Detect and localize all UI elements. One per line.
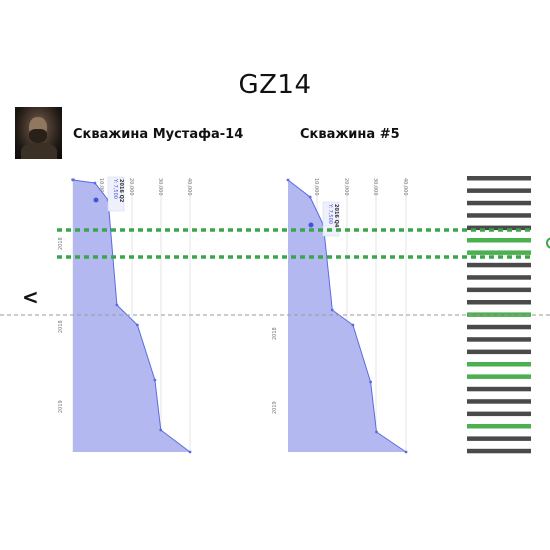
x-tick-label: 40,000 [186,178,192,196]
x-tick-label: 10,000 [313,178,319,196]
y-tick-label: 2019 [58,400,64,413]
data-point [369,380,372,384]
layer-band [467,287,531,293]
data-point [351,323,355,327]
data-point [93,181,97,185]
data-point [135,323,139,327]
tooltip-point [308,222,314,228]
layer-band [467,424,531,429]
layer-band [467,225,531,231]
data-point [71,178,75,182]
data-point [330,308,334,312]
layer-band [467,386,531,392]
layer-band [467,188,531,193]
area-line [72,179,191,453]
tooltip-period: 2016 Q4 [333,204,339,228]
data-point [188,450,192,454]
well-title-mustafa-14[interactable]: Скважина Мустафа-14 [73,127,244,142]
y-tick-label: 2018 [58,320,64,333]
tooltip-period: 2016 Q2 [118,179,124,203]
avatar[interactable] [15,107,62,159]
x-tick-label: 0 [69,178,75,181]
data-point [153,378,157,382]
data-point [286,178,290,182]
layer-band [467,312,531,317]
area-fill [288,180,406,452]
layer-band [467,337,531,342]
layer-band [467,262,531,268]
layer-band [467,238,531,243]
tooltip-point [93,197,99,203]
tooltip-box [322,201,340,237]
data-point [106,198,110,202]
well-title-5[interactable]: Скважина #5 [300,127,400,142]
layer-band [467,176,531,181]
layer-band [467,250,531,255]
layer-band [467,399,531,404]
x-tick-label: 20,000 [343,178,349,196]
data-point [115,303,119,307]
layer-band [467,324,531,330]
layer-band [467,200,531,206]
x-tick-label: 10,000 [98,178,104,196]
layer-band [467,362,531,367]
y-tick-label: 2018 [58,237,64,250]
data-point [404,450,408,454]
tooltip-value: Y: 7,500 [327,203,333,224]
layer-band [467,300,531,305]
layer-band [467,213,531,218]
data-point [308,195,312,199]
layer-band [467,448,531,454]
layer-band [467,436,531,441]
layer-band [467,411,531,417]
layer-band [467,349,531,355]
y-tick-label: 2019 [272,401,278,414]
x-tick-label: 30,000 [372,178,378,196]
x-tick-label: 20,000 [128,178,134,196]
x-tick-label: 40,000 [402,178,408,196]
tooltip-box [107,176,125,212]
layer-band [467,374,531,379]
page-title: GZ14 [238,70,312,100]
area-line [287,179,407,453]
data-point [322,223,325,227]
data-point [375,430,378,434]
data-point [159,428,163,432]
chevron-left-icon[interactable]: < [22,285,39,309]
area-fill [73,180,190,452]
y-tick-label: 2018 [272,327,278,340]
x-tick-label: 30,000 [157,178,163,196]
tooltip-value: Y: 7,500 [112,178,118,199]
layer-band [467,275,531,280]
